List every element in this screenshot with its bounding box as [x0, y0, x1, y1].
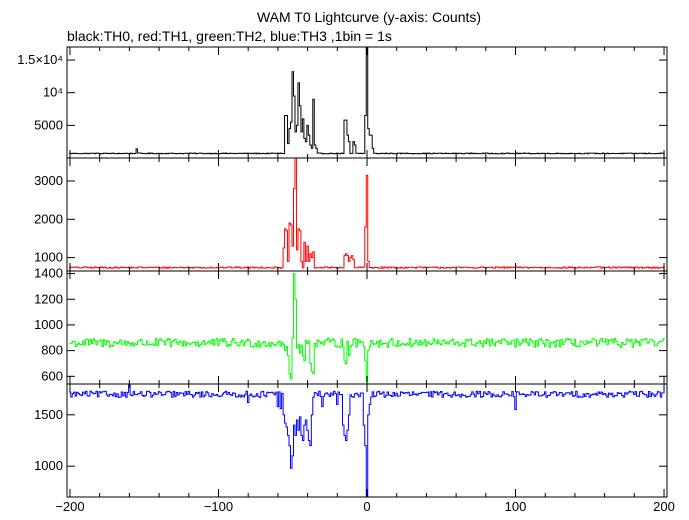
x-tick-label: 0 [363, 499, 370, 514]
panel-th1: 1000 2000 3000 [34, 157, 668, 272]
y-tick-label: 1000 [34, 458, 63, 473]
panel-th2: 600 800 1000 1200 1400 [34, 266, 668, 385]
y-tick-label: 1000 [34, 250, 63, 265]
series-line-th0 [69, 47, 665, 155]
x-tick-label: −100 [204, 499, 233, 514]
series-line-th3 [69, 384, 665, 497]
series-line-th1 [69, 158, 665, 269]
panel-frame [66, 46, 668, 159]
chart-subtitle: black:TH0, red:TH1, green:TH2, blue:TH3 … [67, 28, 392, 44]
y-tick-label: 10⁴ [43, 85, 63, 100]
y-tick-label: 1400 [34, 266, 63, 281]
y-tick-label: 1500 [34, 407, 63, 422]
panel-frame [66, 270, 668, 385]
x-tick-label: −200 [55, 499, 84, 514]
y-tick-label: 3000 [34, 173, 63, 188]
series-line-th2 [69, 273, 665, 382]
panel-frame [66, 383, 668, 498]
x-tick-label: 200 [653, 499, 675, 514]
y-tick-label: 1.5×10⁴ [17, 52, 63, 67]
y-tick-label: 2000 [34, 211, 63, 226]
y-tick-label: 1200 [34, 291, 63, 306]
y-tick-label: 800 [41, 343, 63, 358]
panels-layer: 5000 10⁴ 1.5×10⁴ 1000 2000 3000 600 800 1000 1200… [17, 46, 668, 498]
x-tick-label: 100 [505, 499, 527, 514]
panel-th0: 5000 10⁴ 1.5×10⁴ [17, 46, 668, 159]
chart-title: WAM T0 Lightcurve (y-axis: Counts) [257, 9, 481, 25]
y-tick-label: 5000 [34, 117, 63, 132]
panel-th3: 1000 1500 [34, 383, 668, 498]
y-tick-label: 600 [41, 368, 63, 383]
x-axis: −200 −100 0 100 200 [55, 499, 675, 514]
y-tick-label: 1000 [34, 317, 63, 332]
